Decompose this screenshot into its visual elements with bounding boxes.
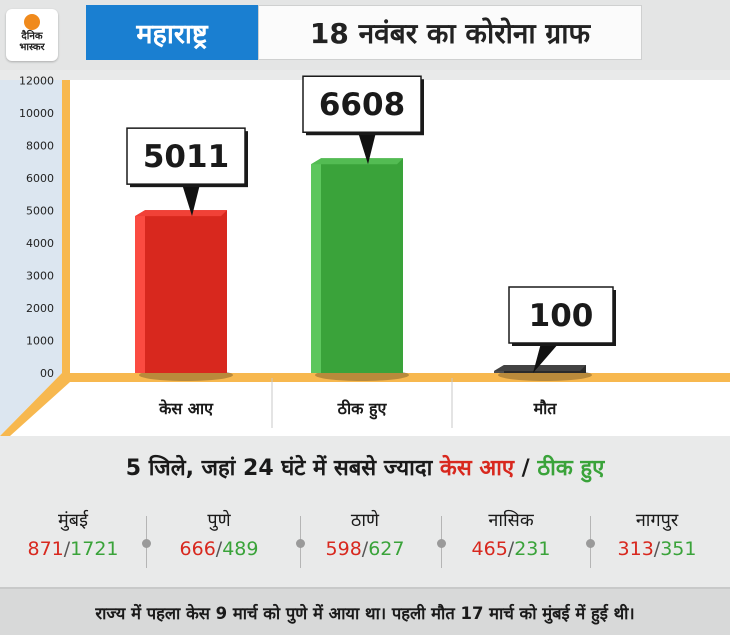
callout-box	[508, 286, 614, 344]
x-category-label: केस आए	[158, 399, 214, 418]
district-name: पुणे	[207, 510, 231, 531]
callout-pointer	[533, 343, 559, 373]
districts-title: 5 जिले, जहां 24 घंटे में सबसे ज्यादा केस…	[0, 452, 730, 482]
district-recovered: 489	[222, 538, 259, 560]
y-tick-label: 10000	[19, 107, 54, 120]
logo-text-line2: भास्कर	[19, 42, 45, 53]
district-values: 666/489	[179, 538, 259, 560]
axis-wall-strip	[62, 80, 70, 373]
y-tick-label: 2000	[26, 302, 54, 315]
district-values: 598/627	[325, 538, 405, 560]
district-item: मुंबई 871/1721	[0, 508, 146, 564]
bullet-dot	[586, 539, 595, 548]
bar-top	[135, 210, 227, 217]
y-tick-label: 8000	[26, 140, 54, 153]
data-label: 100	[529, 298, 594, 334]
districts-title-slash: /	[514, 456, 538, 481]
data-label: 6608	[319, 87, 405, 123]
logo-text-line1: दैनिक	[21, 31, 43, 42]
district-cases: 598	[325, 538, 362, 560]
district-cases: 871	[27, 538, 64, 560]
data-label-callout: 6608	[302, 75, 424, 165]
callout-pointer	[182, 184, 200, 217]
district-recovered: 1721	[70, 538, 119, 560]
header: दैनिक भास्कर महाराष्ट्र 18 नवंबर का कोरो…	[0, 0, 730, 70]
districts-title-recovered: ठीक हुए	[537, 456, 605, 481]
bar-side	[311, 158, 321, 373]
district-recovered: 627	[368, 538, 405, 560]
y-tick-label: 1000	[26, 335, 54, 348]
callout-box	[126, 127, 246, 185]
left-wall	[0, 80, 62, 436]
district-values: 313/351	[617, 538, 697, 560]
district-item: ठाणे 598/627	[292, 508, 438, 564]
district-item: नासिक 465/231	[438, 508, 584, 564]
districts-title-prefix: 5 जिले, जहां 24 घंटे में सबसे ज्यादा	[125, 456, 440, 481]
y-tick-label: 00	[40, 367, 54, 380]
district-item: नागपुर 313/351	[584, 508, 730, 564]
chart-svg: 00 1000 2000 3000 4000 5000 6000 8000 10000 12000…	[0, 75, 730, 436]
districts-title-cases: केस आए	[439, 456, 514, 481]
y-tick-label: 5000	[26, 205, 54, 218]
x-category-label: ठीक हुए	[337, 399, 388, 420]
district-recovered: 351	[660, 538, 697, 560]
district-recovered: 231	[514, 538, 551, 560]
district-cases: 465	[471, 538, 508, 560]
district-cases: 666	[179, 538, 216, 560]
district-name: मुंबई	[58, 510, 88, 531]
callout-pointer	[358, 132, 376, 165]
bullet-dot	[437, 539, 446, 548]
bar	[145, 210, 227, 373]
y-tick-label: 6000	[26, 172, 54, 185]
bar-top	[494, 365, 586, 371]
district-item: पुणे 666/489	[146, 508, 292, 564]
district-name: नासिक	[488, 510, 534, 531]
districts-row: मुंबई 871/1721 पुणे 666/489 ठाणे 598/627…	[0, 508, 730, 578]
district-cases: 313	[617, 538, 654, 560]
bullet-dot	[142, 539, 151, 548]
bar	[321, 158, 403, 373]
bar-chart: 00 1000 2000 3000 4000 5000 6000 8000 10000 12000…	[0, 70, 730, 436]
data-label: 5011	[143, 139, 229, 175]
brand-logo: दैनिक भास्कर	[6, 9, 58, 61]
bullet-dot	[296, 539, 305, 548]
footer-note: राज्य में पहला केस 9 मार्च को पुणे में आ…	[0, 587, 730, 635]
data-label-callout: 100	[508, 286, 616, 373]
data-label-callout: 5011	[126, 127, 248, 217]
bar-top	[311, 158, 403, 165]
callout-box	[302, 75, 422, 133]
floor-strip	[0, 373, 730, 436]
y-tick-label: 12000	[19, 75, 54, 88]
page-title: 18 नवंबर का कोरोना ग्राफ	[258, 5, 642, 60]
y-tick-label: 4000	[26, 237, 54, 250]
sun-icon	[24, 14, 40, 30]
district-values: 871/1721	[27, 538, 119, 560]
y-tick-label: 3000	[26, 270, 54, 283]
district-name: नागपुर	[635, 510, 679, 531]
x-category-label: मौत	[533, 399, 558, 418]
state-tag: महाराष्ट्र	[86, 5, 258, 60]
district-values: 465/231	[471, 538, 551, 560]
bar-side	[135, 210, 145, 373]
district-name: ठाणे	[350, 510, 380, 531]
